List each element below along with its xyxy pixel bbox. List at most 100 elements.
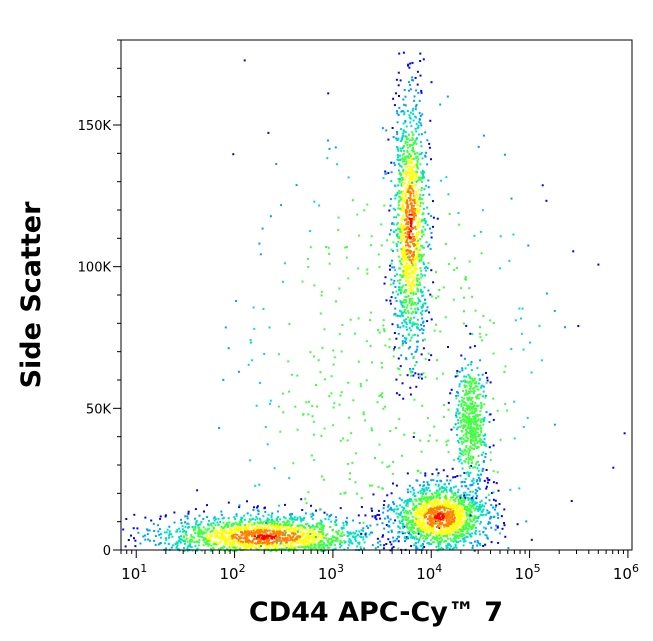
data-point	[408, 484, 411, 487]
data-point	[291, 523, 294, 526]
data-point	[471, 415, 474, 418]
data-point	[284, 503, 286, 506]
data-point	[363, 209, 366, 212]
data-point	[262, 521, 265, 524]
data-point	[481, 504, 484, 507]
data-point	[233, 523, 236, 525]
data-point	[409, 371, 412, 374]
data-point	[438, 508, 441, 511]
data-point	[395, 229, 398, 232]
data-point	[412, 260, 414, 263]
data-point	[407, 500, 410, 503]
data-point	[286, 545, 289, 548]
data-point	[475, 409, 478, 412]
data-point	[414, 364, 417, 367]
data-point	[210, 549, 213, 552]
data-point	[451, 525, 454, 528]
data-point	[457, 523, 460, 526]
data-point	[288, 523, 291, 526]
data-point	[220, 513, 223, 516]
data-point	[387, 505, 390, 508]
data-point	[480, 404, 483, 407]
data-point	[470, 363, 473, 366]
data-point	[405, 512, 408, 515]
data-point	[476, 415, 479, 418]
data-point	[407, 81, 410, 84]
data-point	[404, 235, 407, 238]
data-point	[467, 454, 470, 457]
data-point	[476, 425, 479, 428]
data-point	[342, 522, 345, 524]
data-point	[467, 431, 470, 434]
data-point	[371, 361, 374, 364]
data-point	[429, 521, 432, 524]
data-point	[408, 327, 411, 330]
data-point	[413, 432, 416, 434]
data-point	[413, 198, 416, 201]
data-point	[407, 531, 409, 534]
data-point	[470, 383, 473, 386]
data-point	[429, 528, 431, 531]
data-point	[420, 189, 423, 192]
data-point	[287, 549, 290, 552]
data-point	[456, 409, 459, 412]
data-point	[463, 426, 466, 428]
data-point	[481, 209, 484, 212]
data-point	[415, 277, 418, 280]
data-point	[471, 380, 474, 383]
data-point	[235, 526, 238, 529]
data-point	[207, 527, 210, 530]
data-point	[378, 394, 381, 397]
data-point	[271, 535, 274, 538]
data-point	[417, 167, 420, 170]
data-point	[197, 529, 200, 532]
data-point	[393, 346, 396, 349]
data-point	[317, 540, 320, 543]
data-point	[455, 522, 458, 525]
data-point	[423, 263, 425, 266]
data-point	[413, 323, 416, 326]
data-point	[299, 531, 302, 533]
data-point	[393, 216, 396, 219]
data-point	[420, 305, 423, 308]
data-point	[401, 232, 404, 235]
data-point	[309, 230, 312, 233]
data-point	[415, 176, 418, 179]
data-point	[504, 403, 507, 405]
data-point	[332, 539, 335, 542]
data-point	[477, 515, 480, 518]
data-point	[425, 512, 428, 515]
data-point	[260, 529, 263, 532]
data-point	[421, 305, 424, 308]
data-point	[323, 536, 326, 539]
data-point	[469, 525, 471, 528]
data-point	[403, 525, 406, 528]
data-point	[413, 244, 416, 246]
data-point	[213, 542, 216, 545]
data-point	[503, 508, 506, 511]
data-point	[462, 503, 465, 506]
data-point	[417, 158, 420, 160]
data-point	[443, 404, 445, 406]
data-point	[197, 535, 200, 538]
data-point	[405, 215, 408, 218]
data-point	[454, 497, 457, 500]
data-point	[412, 215, 415, 218]
data-point	[186, 517, 189, 520]
data-point	[461, 367, 464, 370]
data-point	[467, 447, 470, 450]
data-point	[396, 508, 399, 511]
data-point	[464, 439, 467, 442]
data-point	[245, 536, 248, 539]
data-point	[284, 524, 287, 527]
data-point	[377, 253, 380, 256]
data-point	[474, 502, 477, 505]
data-point	[424, 376, 427, 379]
data-point	[405, 321, 408, 324]
data-point	[183, 549, 186, 552]
data-point	[380, 394, 382, 396]
data-point	[240, 536, 243, 539]
data-point	[465, 407, 468, 410]
data-point	[439, 532, 442, 535]
data-point	[435, 297, 438, 300]
